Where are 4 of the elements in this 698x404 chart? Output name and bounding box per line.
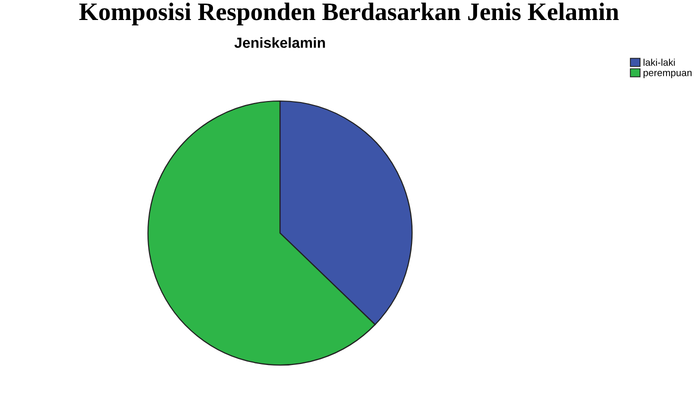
chart-title: Komposisi Responden Berdasarkan Jenis Kelamin — [79, 2, 619, 26]
legend-label: laki-laki — [644, 58, 675, 66]
chart-subtitle: Jeniskelamin — [234, 37, 325, 48]
legend-label: perempuan — [644, 70, 692, 78]
